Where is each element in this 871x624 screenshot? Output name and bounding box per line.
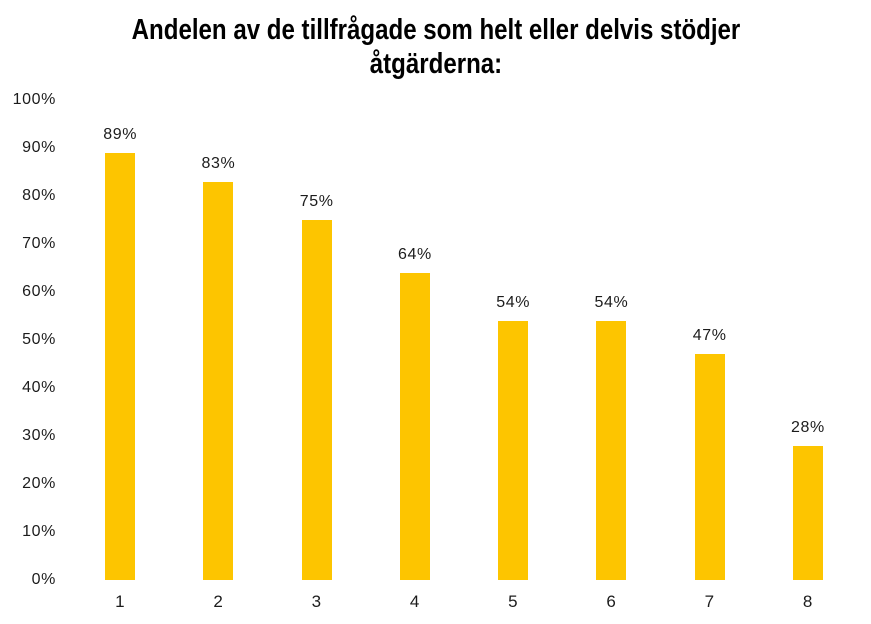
bar-value-label: 54%	[594, 293, 629, 311]
x-tick-label: 6	[606, 592, 617, 611]
y-tick-label: 30%	[22, 427, 56, 444]
y-tick-label: 0%	[31, 571, 56, 588]
y-tick-label: 50%	[22, 331, 56, 348]
bar-value-label: 28%	[790, 418, 825, 436]
y-axis: 100% 90% 80% 70% 60% 50% 40% 30% 20% 10% 0%	[0, 91, 56, 588]
y-tick-label: 20%	[22, 475, 56, 492]
bar	[792, 445, 823, 580]
bar-column: 75%	[268, 100, 366, 580]
x-tick-label: 1	[115, 592, 126, 611]
x-axis: 1 2 3 4 5 6 7 8	[71, 592, 857, 616]
bar-value-label: 89%	[103, 125, 138, 143]
bar	[399, 272, 430, 580]
bar-column: 83%	[169, 100, 267, 580]
chart-title: Andelen av de tillfrågade som helt eller…	[131, 14, 740, 80]
bar	[498, 320, 529, 580]
plot-area: 89% 83% 75% 64% 54% 54% 47% 28%	[71, 100, 857, 580]
y-tick-label: 40%	[22, 379, 56, 396]
title-container: Andelen av de tillfrågade som helt eller…	[0, 13, 871, 81]
y-tick-label: 70%	[22, 235, 56, 252]
y-tick-label: 100%	[12, 91, 56, 108]
y-tick-label: 90%	[22, 139, 56, 156]
x-tick-label: 2	[213, 592, 224, 611]
bar-column: 28%	[759, 100, 857, 580]
bar-value-label: 64%	[397, 245, 432, 263]
bar	[596, 320, 627, 580]
bar-column: 64%	[366, 100, 464, 580]
x-tick-label: 5	[508, 592, 519, 611]
bar	[694, 354, 725, 580]
bar-column: 54%	[562, 100, 660, 580]
y-tick-label: 10%	[22, 523, 56, 540]
x-tick-label: 8	[802, 592, 813, 611]
bar-value-label: 47%	[692, 327, 727, 345]
bar-value-label: 75%	[299, 193, 334, 210]
bar	[301, 220, 332, 580]
bar	[203, 181, 234, 580]
x-tick-label: 4	[409, 592, 420, 611]
y-tick-label: 80%	[22, 187, 56, 204]
bar-value-label: 83%	[201, 154, 236, 172]
bar-column: 89%	[71, 100, 169, 580]
bar	[105, 152, 136, 580]
bar-column: 47%	[661, 100, 759, 580]
x-tick-label: 3	[311, 592, 322, 611]
bar-column: 54%	[464, 100, 562, 580]
y-tick-label: 60%	[22, 283, 56, 300]
bar-value-label: 54%	[496, 293, 531, 311]
x-tick-label: 7	[704, 592, 715, 611]
